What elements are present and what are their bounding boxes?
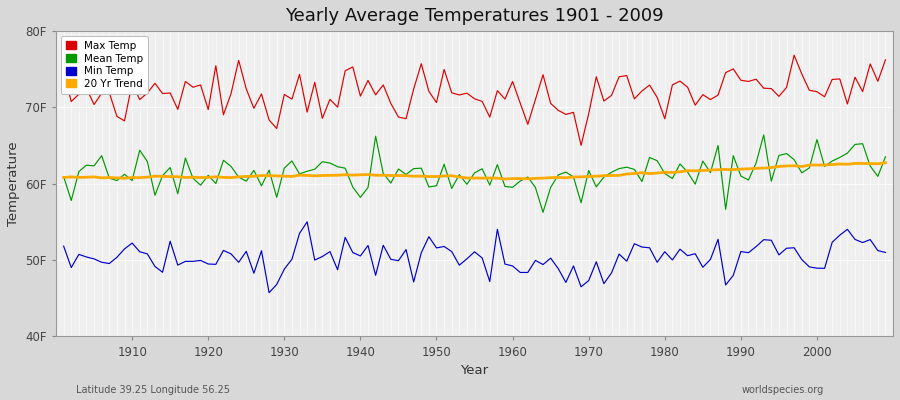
- Text: Latitude 39.25 Longitude 56.25: Latitude 39.25 Longitude 56.25: [76, 385, 230, 395]
- Legend: Max Temp, Mean Temp, Min Temp, 20 Yr Trend: Max Temp, Mean Temp, Min Temp, 20 Yr Tre…: [61, 36, 148, 94]
- X-axis label: Year: Year: [461, 364, 489, 377]
- Title: Yearly Average Temperatures 1901 - 2009: Yearly Average Temperatures 1901 - 2009: [285, 7, 664, 25]
- Text: worldspecies.org: worldspecies.org: [742, 385, 824, 395]
- Y-axis label: Temperature: Temperature: [7, 141, 20, 226]
